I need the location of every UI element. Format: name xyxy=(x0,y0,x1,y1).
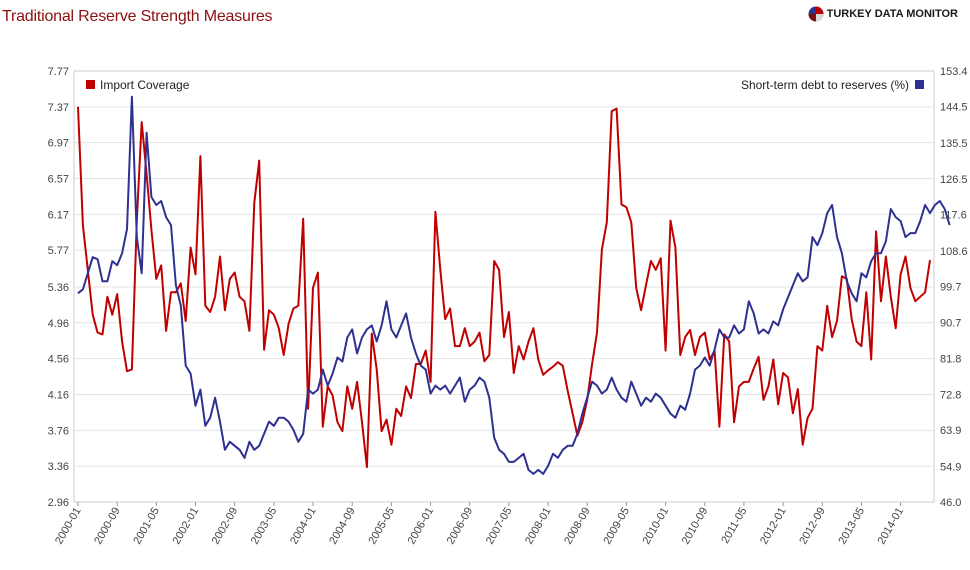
y-left-tick-label: 6.17 xyxy=(48,209,69,221)
x-tick-label: 2013-05 xyxy=(836,506,867,547)
x-tick-label: 2010-09 xyxy=(680,506,711,547)
x-tick-label: 2009-05 xyxy=(601,506,632,547)
globe-icon xyxy=(808,6,824,22)
x-tick-label: 2006-09 xyxy=(445,505,476,546)
x-tick-label: 2007-05 xyxy=(484,506,515,547)
x-tick-label: 2011-05 xyxy=(719,506,749,546)
legend-swatch-import-coverage xyxy=(86,80,95,89)
legend-swatch-short-term-debt xyxy=(915,80,924,89)
y-right-tick-label: 54.9 xyxy=(940,461,961,473)
x-tick-label: 2002-01 xyxy=(171,506,202,547)
y-right-tick-label: 90.7 xyxy=(940,318,961,330)
legend-label-short-term-debt: Short-term debt to reserves (%) xyxy=(741,78,909,92)
x-tick-label: 2012-01 xyxy=(758,506,789,547)
x-tick-label: 2005-05 xyxy=(366,506,397,547)
plot-area-border xyxy=(73,70,935,503)
y-right-tick-label: 153.4 xyxy=(940,66,968,78)
y-left-tick-label: 6.57 xyxy=(48,174,69,186)
x-tick-label: 2012-09 xyxy=(797,506,828,547)
y-right-tick-label: 126.5 xyxy=(940,174,968,186)
x-tick-label: 2000-09 xyxy=(92,506,123,547)
y-left-tick-label: 7.37 xyxy=(48,102,69,114)
y-left-tick-label: 4.16 xyxy=(48,389,69,401)
x-tick-label: 2014-01 xyxy=(876,506,907,547)
x-tick-label: 2004-09 xyxy=(327,506,358,547)
x-tick-label: 2008-09 xyxy=(562,506,593,547)
legend: Import Coverage Short-term debt to reserv… xyxy=(86,78,924,92)
y-right-tick-label: 144.5 xyxy=(940,102,968,114)
x-tick-label: 2006-01 xyxy=(406,506,437,547)
y-axis-right-ticks: 46.0 54.9 63.9 72.8 81.8 90.7 99.7 108.6 117.6 12… xyxy=(940,66,968,509)
legend-label-import-coverage: Import Coverage xyxy=(100,78,190,92)
y-right-tick-label: 72.8 xyxy=(940,389,961,401)
x-tick-label: 2000-01 xyxy=(53,506,84,547)
y-right-tick-label: 81.8 xyxy=(940,353,961,365)
series-lines xyxy=(77,95,951,475)
series-line-short-term-debt xyxy=(77,95,951,475)
y-right-tick-label: 63.9 xyxy=(940,425,961,437)
x-tick-label: 2008-01 xyxy=(523,506,554,547)
y-left-tick-label: 3.76 xyxy=(48,425,69,437)
x-tick-label: 2002-09 xyxy=(210,506,241,547)
y-left-tick-label: 3.36 xyxy=(48,461,69,473)
y-right-tick-label: 135.5 xyxy=(940,138,968,150)
brand-logo: TURKEY DATA MONITOR xyxy=(808,6,958,22)
x-tick-label: 2001-05 xyxy=(131,506,162,547)
series-line-import-coverage xyxy=(77,106,931,469)
x-tick-label: 2004-01 xyxy=(288,506,319,547)
y-left-tick-label: 4.56 xyxy=(48,354,69,366)
y-right-tick-label: 117.6 xyxy=(940,210,967,222)
x-axis-ticks: 2000-01 2000-09 2001-05 2002-01 2002-09 2003-… xyxy=(53,502,906,546)
x-tick-label: 2010-01 xyxy=(641,506,672,547)
y-left-tick-label: 2.96 xyxy=(48,497,69,509)
y-left-tick-label: 7.77 xyxy=(48,66,69,78)
y-left-tick-label: 6.97 xyxy=(48,138,69,150)
x-tick-label: 2003-05 xyxy=(249,506,280,547)
y-left-tick-label: 5.77 xyxy=(48,245,69,257)
y-right-tick-label: 108.6 xyxy=(940,246,968,258)
y-axis-left-ticks: 2.96 3.36 3.76 4.16 4.56 4.96 5.36 5.77 6.17 6.57… xyxy=(48,66,69,509)
chart-title: Traditional Reserve Strength Measures xyxy=(2,8,273,25)
brand-name: TURKEY DATA MONITOR xyxy=(826,8,958,20)
y-right-tick-label: 46.0 xyxy=(940,497,961,509)
y-right-tick-label: 99.7 xyxy=(940,282,961,294)
y-left-tick-label: 5.36 xyxy=(48,282,69,294)
y-left-tick-label: 4.96 xyxy=(48,318,69,330)
grid-lines xyxy=(74,106,934,467)
